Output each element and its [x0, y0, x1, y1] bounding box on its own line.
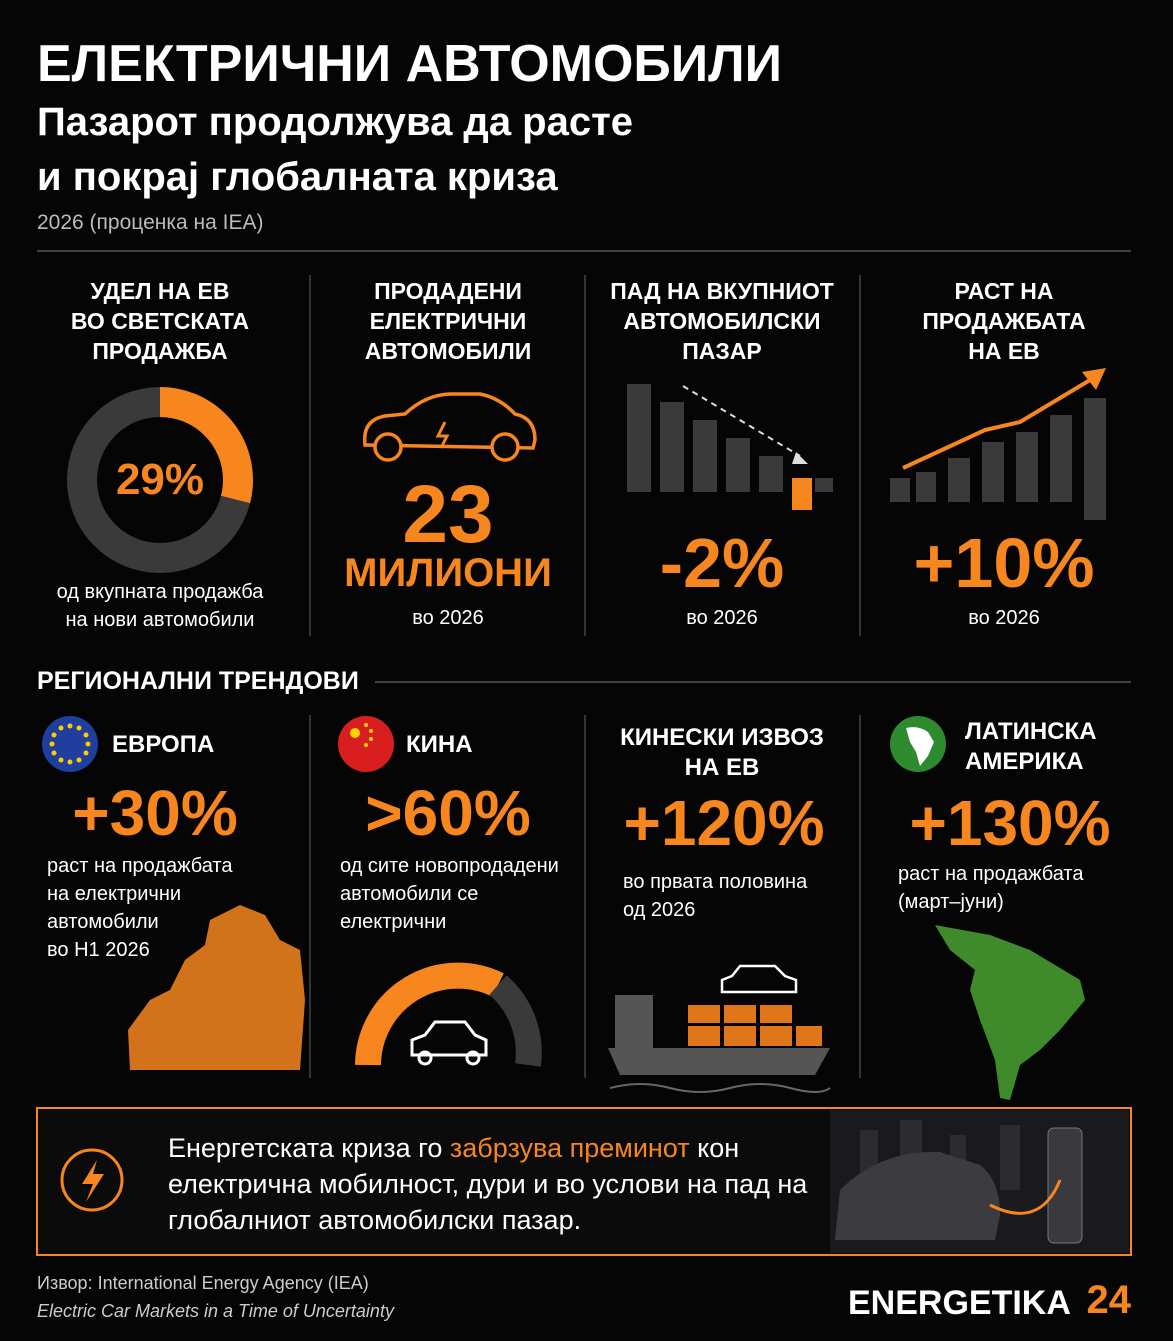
stat-heading: ВО СВЕТСКАТА	[70, 308, 250, 334]
gauge-rest	[489, 975, 542, 1067]
source: Извор: International Energy Agency (IEA)	[37, 1273, 369, 1293]
stat-heading: ПАЗАР	[682, 338, 762, 364]
region-value: +130%	[909, 787, 1111, 859]
dividers	[309, 275, 861, 1078]
stat-heading: ПРОДАЖБАТА	[922, 308, 1086, 334]
arrow	[682, 385, 801, 457]
region-name: ЕВРОПА	[112, 731, 215, 758]
region-caption: раст на продажбата	[898, 863, 1084, 885]
stat-value: 23	[402, 469, 494, 560]
cable	[989, 1179, 1062, 1215]
report: Electric Car Markets in a Time of Uncert…	[37, 1301, 394, 1321]
stat-value: -2%	[659, 524, 785, 602]
car-icon	[720, 964, 798, 994]
region-name: НА ЕВ	[684, 754, 760, 781]
banner-highlight: забрзува преминот	[449, 1133, 690, 1163]
stat-heading: ПРОДАДЕНИ	[374, 278, 522, 304]
stat-heading: ПАД НА ВКУПНИОТ	[610, 278, 834, 304]
banner-text-part: кон електрична мобилност, дури и во усло…	[168, 1133, 808, 1235]
region-caption: на електрични	[47, 883, 182, 905]
bar-icon	[627, 384, 833, 510]
stat-heading: АВТОМОБИЛИ	[364, 338, 532, 364]
region-caption: електрични	[340, 911, 447, 933]
stat-unit: МИЛИОНИ	[344, 551, 552, 595]
stat-caption: во 2026	[968, 607, 1040, 629]
region-caption: од сите новопродадени	[340, 855, 559, 877]
region-name: ЛАТИНСКА	[965, 718, 1097, 745]
arrow	[902, 378, 1092, 470]
gauge	[355, 962, 504, 1066]
stat-heading: РАСТ НА	[954, 278, 1054, 304]
stat-value: 29%	[115, 455, 205, 504]
note: 2026 (проценка на IEA)	[37, 211, 264, 234]
stat-heading: ПРОДАЖБА	[92, 338, 228, 364]
stat-value: +10%	[913, 524, 1095, 602]
eu-flag	[42, 716, 98, 772]
region-caption: во H1 2026	[47, 939, 150, 961]
region-name: КИНА	[406, 731, 473, 758]
waves	[609, 1083, 831, 1093]
region-value: >60%	[365, 777, 531, 849]
subtitle: Пазарот продолжува да расте	[37, 100, 633, 144]
eu-stars	[49, 723, 91, 765]
car-icon	[410, 1020, 488, 1066]
bolt-ring	[60, 1148, 124, 1212]
charger	[1047, 1127, 1083, 1244]
region-caption: од 2026	[623, 899, 696, 921]
subtitle: и покрај глобалната криза	[37, 155, 558, 199]
brand-number: 24	[1086, 1278, 1132, 1322]
region-name: АМЕРИКА	[965, 748, 1084, 775]
region-caption: (март–јуни)	[898, 891, 1004, 913]
donut-arc	[67, 387, 253, 573]
stat-heading: АВТОМОБИЛСКИ	[623, 308, 821, 334]
region-caption: во првата половина	[623, 871, 808, 893]
bolt-icon	[82, 1160, 104, 1202]
region-name: КИНЕСКИ ИЗВОЗ	[620, 724, 824, 751]
china-stars	[350, 723, 373, 747]
arrow-head	[1082, 368, 1106, 390]
banner-text: Енергетската криза го забрзува преминот …	[168, 1130, 818, 1238]
containers	[688, 1005, 822, 1046]
latam-map	[935, 925, 1085, 1100]
ship	[608, 1048, 830, 1075]
stat-heading: ЕЛЕКТРИЧНИ	[369, 308, 527, 334]
region-caption: раст на продажбата	[47, 855, 233, 877]
bar-icon	[890, 398, 1106, 520]
stat-caption: во 2026	[412, 607, 484, 629]
stat-caption: од вкупната продажба	[56, 581, 264, 603]
region-caption: автомобили	[47, 911, 159, 933]
region-caption: автомобили се	[340, 883, 479, 905]
photo-car	[835, 1151, 1000, 1240]
stat-caption: во 2026	[686, 607, 758, 629]
globe-land	[906, 727, 934, 766]
stat-caption: на нови автомобили	[65, 609, 255, 631]
stat-heading: НА ЕВ	[968, 338, 1040, 364]
brand: ENERGETIKA	[848, 1284, 1071, 1322]
car-icon	[362, 392, 537, 462]
ship-bridge	[615, 995, 653, 1048]
banner-text-part: Енергетската криза го	[168, 1133, 450, 1163]
stat-heading: УДЕЛ НА ЕВ	[90, 278, 230, 304]
region-value: +30%	[72, 777, 238, 849]
section-title: РЕГИОНАЛНИ ТРЕНДОВИ	[37, 667, 359, 695]
title: ЕЛЕКТРИЧНИ АВТОМОБИЛИ	[37, 35, 783, 93]
region-value: +120%	[623, 787, 825, 859]
arrow-head	[792, 452, 808, 464]
europe-map	[128, 905, 305, 1070]
